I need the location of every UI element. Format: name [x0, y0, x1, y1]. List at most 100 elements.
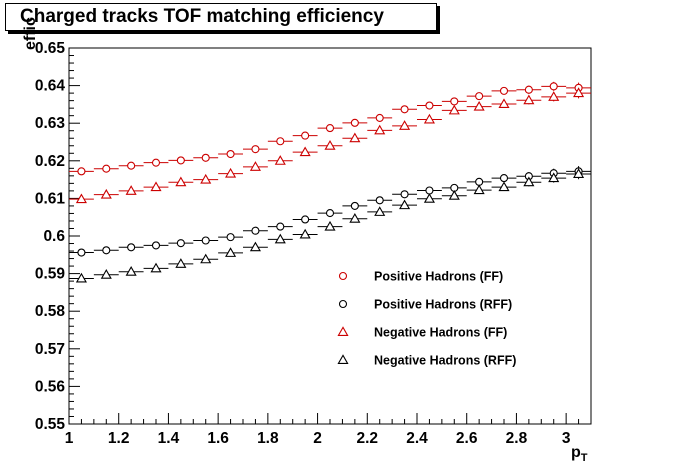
- legend-marker: [337, 354, 349, 365]
- x-tick-label: 2.8: [506, 430, 528, 447]
- data-point: [200, 173, 212, 184]
- series-3: [69, 168, 591, 283]
- data-point: [523, 94, 535, 105]
- data-point: [77, 248, 86, 257]
- legend-label: Negative Hadrons (FF): [374, 326, 507, 340]
- x-tick-label: 3: [562, 430, 571, 447]
- data-point: [274, 233, 286, 244]
- data-point: [400, 190, 409, 199]
- legend-marker: [337, 326, 349, 337]
- data-point: [274, 155, 286, 165]
- legend-label: Positive Hadrons (FF): [374, 270, 503, 284]
- data-point: [499, 174, 509, 183]
- x-tick-label: 2.4: [406, 430, 428, 447]
- x-axis-label-subscript: T: [580, 452, 588, 465]
- data-point: [324, 140, 336, 150]
- data-point: [375, 113, 384, 122]
- data-point: [151, 241, 161, 250]
- data-point: [473, 100, 485, 111]
- y-tick-label: 0.65: [35, 40, 66, 57]
- data-point: [299, 146, 311, 157]
- data-point: [251, 226, 260, 235]
- data-point: [548, 172, 560, 183]
- data-point: [423, 113, 435, 124]
- x-tick-label: 2.6: [456, 430, 478, 447]
- data-point: [450, 97, 459, 106]
- data-point: [100, 188, 112, 199]
- x-tick-label: 1.2: [108, 430, 130, 447]
- data-point: [475, 177, 484, 186]
- data-point: [276, 137, 285, 146]
- data-point: [249, 241, 261, 252]
- data-point: [524, 85, 533, 94]
- data-point: [473, 184, 485, 195]
- data-point: [100, 269, 112, 279]
- data-point: [349, 132, 361, 143]
- data-point: [150, 262, 162, 273]
- y-tick-label: 0.62: [35, 153, 65, 170]
- data-point: [127, 161, 136, 170]
- data-point: [448, 190, 460, 200]
- data-point: [448, 104, 460, 115]
- y-tick-label: 0.64: [35, 78, 66, 95]
- data-point: [176, 156, 185, 165]
- data-point: [249, 161, 261, 171]
- data-point: [102, 246, 111, 255]
- data-point: [374, 124, 386, 135]
- legend-label: Positive Hadrons (RFF): [374, 298, 512, 312]
- legend-entry-2: Negative Hadrons (FF): [337, 326, 507, 340]
- x-axis-label: pT: [571, 444, 588, 464]
- y-tick-label: 0.55: [35, 416, 66, 433]
- data-point: [350, 201, 359, 210]
- y-axis-label-text: effic: [22, 17, 39, 50]
- series-1: [69, 166, 591, 257]
- series-0: [69, 81, 591, 176]
- data-point: [301, 131, 310, 140]
- data-point: [573, 168, 585, 178]
- data-point: [475, 92, 484, 101]
- data-point: [399, 120, 411, 130]
- data-point: [175, 176, 187, 187]
- data-point: [499, 86, 509, 95]
- data-point: [498, 98, 510, 109]
- data-point: [374, 206, 386, 216]
- data-point: [225, 247, 237, 257]
- x-tick-label: 2: [313, 430, 322, 447]
- y-tick-label: 0.63: [35, 115, 66, 132]
- y-tick-label: 0.58: [35, 303, 66, 320]
- data-point: [400, 105, 409, 114]
- data-point: [350, 118, 359, 127]
- data-point: [549, 82, 558, 91]
- data-point: [425, 186, 434, 195]
- data-point: [125, 266, 137, 276]
- y-axis-label: effic: [22, 17, 40, 50]
- data-point: [102, 164, 111, 173]
- x-tick-label: 1.6: [207, 430, 229, 447]
- legend-entry-3: Negative Hadrons (RFF): [337, 354, 516, 368]
- x-tick-label: 1: [65, 430, 74, 447]
- x-tick-label: 1.8: [257, 430, 279, 447]
- data-point: [77, 167, 86, 176]
- legend-label: Negative Hadrons (RFF): [374, 354, 516, 368]
- data-point: [125, 185, 137, 195]
- data-point: [399, 199, 411, 210]
- data-point: [251, 145, 260, 154]
- data-point: [276, 222, 285, 231]
- data-point: [548, 91, 560, 101]
- y-tick-label: 0.56: [35, 378, 66, 395]
- data-point: [200, 253, 212, 264]
- data-point: [523, 176, 535, 187]
- y-tick-label: 0.57: [35, 341, 65, 358]
- data-point: [325, 124, 335, 133]
- x-tick-label: 2.2: [357, 430, 379, 447]
- data-point: [75, 272, 87, 283]
- data-point: [299, 228, 311, 239]
- data-point: [75, 193, 87, 204]
- data-point: [226, 149, 235, 159]
- data-point: [225, 167, 237, 178]
- data-point: [375, 196, 384, 205]
- y-tick-label: 0.59: [35, 266, 66, 283]
- data-point: [176, 239, 185, 248]
- data-point: [150, 181, 162, 192]
